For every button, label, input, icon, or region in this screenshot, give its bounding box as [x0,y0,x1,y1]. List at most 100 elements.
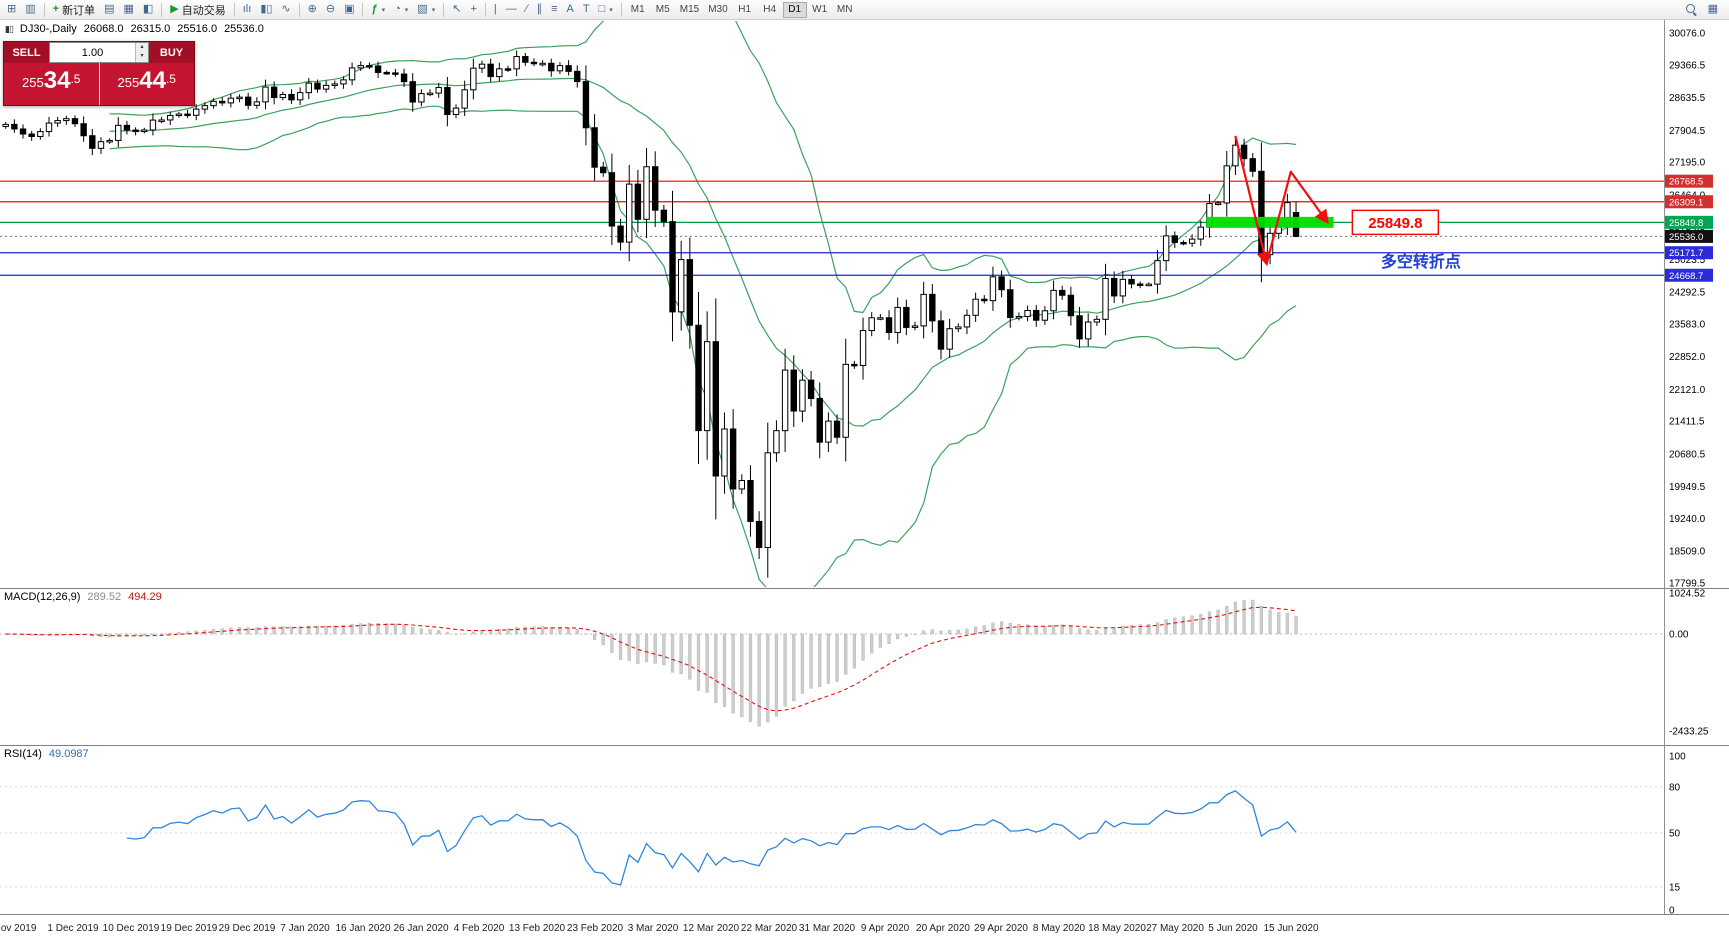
ohlc-low: 25516.0 [177,23,218,35]
toolbar-separator [443,2,445,17]
cursor-button[interactable]: ↖ [448,1,465,18]
svg-text:17799.5: 17799.5 [1669,579,1706,590]
ask-digits-big: 44 [139,67,166,94]
shapes-tool-button[interactable]: □ ▾ [595,1,617,18]
chart-grid-button[interactable]: ▦ [1704,1,1722,18]
rsi-indicator-label: RSI(14) 49.0987 [4,748,89,760]
tile-windows-button[interactable]: ▣ [340,1,358,18]
hline-tool-button[interactable]: — [502,1,521,18]
label-tool-button[interactable]: T [579,1,594,18]
svg-text:16 Jan 2020: 16 Jan 2020 [335,923,390,934]
sell-button[interactable]: SELL [4,42,49,63]
fibo-tool-button[interactable]: ≡ [547,1,561,18]
turning-point-note[interactable]: 多空转折点 [1381,252,1461,271]
auto-trading-button[interactable]: ▶ 自动交易 [166,1,229,18]
ask-price[interactable]: 255 44.5 [98,63,195,105]
crosshair-icon: + [470,3,477,15]
volume-input[interactable] [50,43,135,62]
highlight-zone[interactable] [1206,216,1334,228]
new-chart-button[interactable]: ⊞ [3,1,20,18]
navigator-icon: ◧ [142,3,154,15]
search-icon-button[interactable] [1681,1,1702,18]
price-badges: 26768.5 26309.1 25849.8 25171.7 24668.7 25536… [1665,174,1713,282]
shapes-tool-icon: □ [598,3,606,15]
candle-chart-type-icon: ▮▯ [260,3,273,15]
timeframe-m1[interactable]: M1 [626,2,650,18]
indicators-button[interactable]: ƒ ▾ [367,1,389,18]
bar-chart-type-icon: ılı [242,3,252,15]
chevron-down-icon: ▾ [381,6,386,14]
svg-text:23583.0: 23583.0 [1669,319,1706,330]
auto-trading-button: ▶ [170,3,179,15]
price-axis[interactable] [1664,20,1729,941]
price-callout-box[interactable] [1351,209,1440,236]
svg-text:15: 15 [1669,882,1681,893]
price-badge [1665,268,1713,282]
crosshair-button[interactable]: + [466,1,480,18]
svg-text:31 Mar 2020: 31 Mar 2020 [799,923,856,934]
macd-panel [0,599,1664,727]
drawn-arrow[interactable] [1234,135,1271,267]
periods-button[interactable]: ◔ ▾ [390,1,412,18]
svg-text:26 Jan 2020: 26 Jan 2020 [393,923,448,934]
svg-text:12 Mar 2020: 12 Mar 2020 [683,923,740,934]
trendline-tool-button[interactable]: ∕ [522,1,532,18]
volume-down-button[interactable]: ▾ [140,53,144,59]
vline-tool-button[interactable]: | [490,1,501,18]
candle-chart-type-button[interactable]: ▮▯ [256,1,276,18]
volume-up-button[interactable]: ▴ [140,44,144,50]
auto-trading-button-label: 自动交易 [181,4,226,17]
channel-tool-button[interactable]: ∥ [533,1,547,18]
chart-symbol-period: DJ30-,Daily [19,23,77,35]
bid-price[interactable]: 255 34.5 [4,63,99,105]
timeframe-mn[interactable]: MN [833,2,857,18]
svg-text:26309.1: 26309.1 [1669,197,1703,208]
bar-chart-type-button[interactable]: ılı [239,1,256,18]
price-badge [1665,229,1713,243]
macd-main-value: 289.52 [87,591,122,603]
svg-text:29366.5: 29366.5 [1669,60,1706,71]
data-window-button[interactable]: ▦ [119,1,137,18]
timeframe-d1[interactable]: D1 [782,1,807,18]
chart-grid-icon: ▦ [1707,3,1718,15]
svg-text:100: 100 [1669,752,1686,763]
svg-text:24668.7: 24668.7 [1669,271,1703,282]
svg-text:8 May 2020: 8 May 2020 [1033,923,1086,934]
new-order-button[interactable]: + 新订单 [49,1,99,18]
svg-text:19 Dec 2019: 19 Dec 2019 [161,923,218,934]
line-chart-type-button[interactable]: ∿ [277,1,294,18]
svg-text:29 Dec 2019: 29 Dec 2019 [219,923,276,934]
svg-text:0: 0 [1669,906,1675,917]
zoom-out-button[interactable]: ⊖ [322,1,339,18]
rsi-line [126,790,1297,886]
market-watch-icon: ▤ [104,3,115,15]
timeframe-h4[interactable]: H4 [758,2,782,18]
toolbar-separator [362,2,364,17]
chart-profiles-button[interactable]: ▥ [21,1,39,18]
new-order-button-label: 新订单 [62,4,96,17]
timeframe-m5[interactable]: M5 [651,2,675,18]
zoom-out-icon: ⊖ [325,3,336,15]
candles-layer[interactable] [2,50,1300,578]
text-tool-button[interactable]: A [563,1,578,18]
timeframe-h1[interactable]: H1 [733,2,757,18]
templates-button[interactable]: ▧ ▾ [413,1,439,18]
timeframe-m30[interactable]: M30 [704,2,731,18]
volume-field[interactable]: ▴ ▾ [49,42,149,63]
navigator-button[interactable]: ◧ [139,1,157,18]
svg-text:19240.0: 19240.0 [1669,514,1706,525]
drawn-arrow[interactable] [1265,170,1329,264]
svg-text:15 Jun 2020: 15 Jun 2020 [1263,923,1318,934]
data-window-icon: ▦ [123,3,134,15]
bid-digits-big: 34 [43,67,71,94]
timeframe-m15[interactable]: M15 [676,2,703,18]
zoom-in-icon: ⊕ [307,3,317,15]
volume-spinner[interactable]: ▴ ▾ [135,43,148,62]
zoom-in-button[interactable]: ⊕ [304,1,321,18]
svg-text:20680.5: 20680.5 [1669,449,1706,460]
market-watch-button[interactable]: ▤ [100,1,118,18]
buy-button[interactable]: BUY [149,42,194,63]
timeframe-w1[interactable]: W1 [808,2,832,18]
